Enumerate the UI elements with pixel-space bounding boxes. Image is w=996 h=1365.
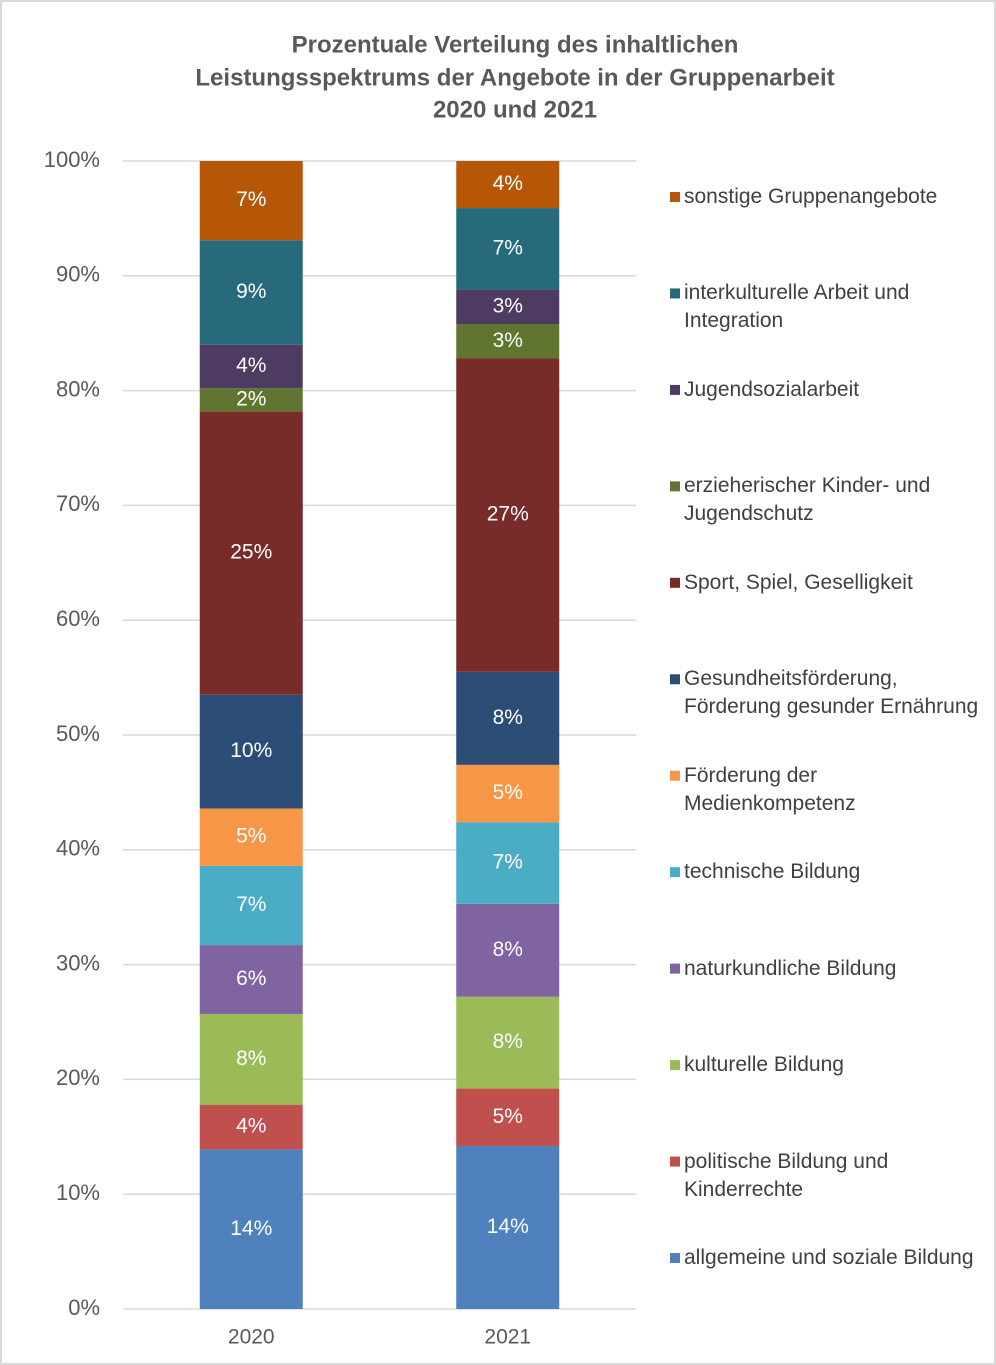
legend-swatch: [670, 1060, 680, 1071]
bar-segment: [456, 903, 560, 997]
data-label: 4%: [236, 1115, 266, 1138]
legend-label: Gesundheitsförderung, Förderung gesunder…: [684, 667, 979, 719]
data-label: 14%: [230, 1217, 272, 1240]
bar-segment: [199, 388, 303, 412]
y-tick-label: 0%: [68, 1295, 100, 1320]
bar-segment: [456, 822, 560, 904]
bar-segment: [199, 344, 303, 389]
legend-swatch: [670, 1253, 680, 1263]
bar-segment: [199, 240, 303, 345]
y-tick-label: 60%: [56, 606, 100, 631]
legend-swatch: [670, 577, 680, 588]
bar-segment: [456, 324, 560, 359]
data-label: 7%: [493, 851, 523, 874]
legend-swatch: [670, 770, 680, 781]
legend-label: naturkundliche Bildung: [684, 956, 897, 980]
bar-segment: [199, 808, 303, 866]
legend-swatch: [670, 963, 680, 974]
legend-swatch: [670, 288, 680, 299]
chart-title: Prozentuale Verteilung des inhaltlichen: [292, 31, 739, 58]
y-tick-label: 90%: [56, 262, 100, 287]
y-tick-label: 50%: [56, 721, 100, 746]
data-label: 3%: [493, 329, 523, 352]
y-tick-label: 70%: [56, 491, 100, 516]
chart-title: 2020 und 2021: [433, 96, 597, 123]
bar-segment: [456, 289, 560, 325]
data-label: 5%: [493, 781, 523, 804]
legend-label: interkulturelle Arbeit und Integration: [684, 281, 910, 333]
legend-label: Sport, Spiel, Geselligkeit: [684, 570, 913, 594]
data-label: 2%: [236, 387, 266, 410]
legend-swatch: [670, 867, 680, 878]
legend-swatch: [670, 384, 680, 395]
y-tick-label: 40%: [56, 836, 100, 861]
x-tick-label: 2020: [228, 1326, 275, 1349]
legend-swatch: [670, 192, 680, 202]
legend-label: erzieherischer Kinder- und Jugendschutz: [684, 474, 931, 526]
data-label: 4%: [236, 354, 266, 377]
y-tick-label: 10%: [56, 1180, 100, 1205]
legend-label: politische Bildung und Kinderrechte: [684, 1149, 889, 1201]
data-label: 9%: [236, 280, 266, 303]
bar-segment: [199, 411, 303, 695]
bar-segment: [199, 161, 303, 241]
data-label: 4%: [493, 172, 523, 195]
bar-segment: [199, 1104, 303, 1150]
y-tick-label: 20%: [56, 1065, 100, 1090]
bar-segment: [199, 865, 303, 946]
data-label: 5%: [236, 825, 266, 848]
bar-segment: [456, 358, 560, 672]
legend-swatch: [670, 481, 680, 492]
y-tick-label: 80%: [56, 376, 100, 401]
legend-label: technische Bildung: [684, 860, 861, 884]
bar-segment: [199, 945, 303, 1014]
data-label: 6%: [236, 967, 266, 990]
legend-swatch: [670, 674, 680, 685]
bar-segment: [456, 996, 560, 1089]
bar-segment: [456, 161, 560, 209]
y-tick-label: 100%: [44, 147, 100, 172]
data-label: 5%: [493, 1105, 523, 1128]
legend-label: allgemeine und soziale Bildung: [684, 1246, 974, 1269]
bar-segment: [456, 1088, 560, 1146]
legend-label: Jugendsozialarbeit: [684, 377, 860, 401]
data-label: 8%: [493, 706, 523, 729]
y-tick-label: 30%: [56, 950, 100, 975]
x-tick-label: 2021: [484, 1326, 531, 1349]
legend-label: sonstige Gruppenangebote: [684, 185, 938, 208]
data-label: 25%: [230, 541, 272, 564]
data-label: 27%: [487, 503, 529, 526]
legend-swatch: [670, 1156, 680, 1167]
data-label: 7%: [236, 893, 266, 916]
legend-label: kulturelle Bildung: [684, 1053, 844, 1077]
data-label: 8%: [493, 938, 523, 961]
bar-segment: [456, 671, 560, 765]
bar-segment: [199, 1013, 303, 1105]
bar-segment: [456, 208, 560, 290]
chart-title: Leistungsspektrums der Angebote in der G…: [195, 64, 834, 91]
data-label: 7%: [236, 188, 266, 211]
data-label: 3%: [493, 294, 523, 317]
bar-segment: [199, 1149, 303, 1309]
bar-segment: [456, 764, 560, 823]
data-label: 8%: [236, 1047, 266, 1070]
data-label: 7%: [493, 236, 523, 259]
data-label: 8%: [493, 1030, 523, 1053]
bar-segment: [199, 694, 303, 809]
data-label: 14%: [487, 1215, 529, 1238]
bar-segment: [456, 1145, 560, 1309]
legend-label: Förderung der Medienkompetenz: [684, 763, 856, 815]
data-label: 10%: [230, 739, 272, 762]
